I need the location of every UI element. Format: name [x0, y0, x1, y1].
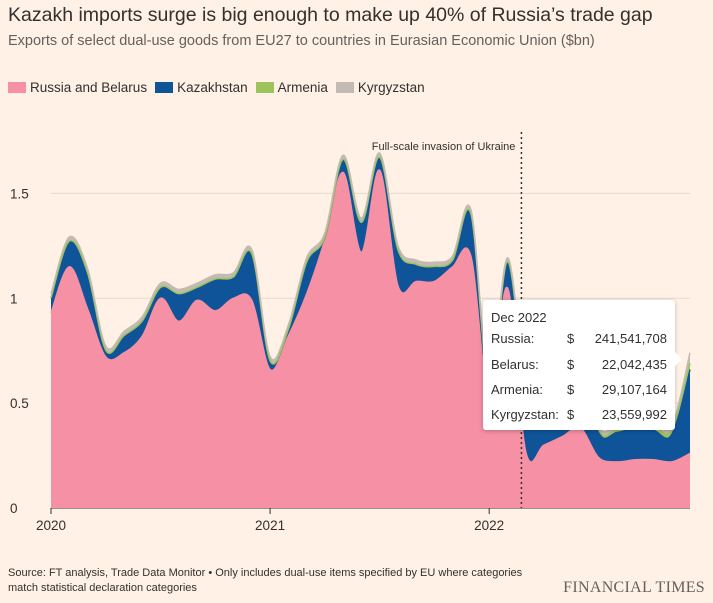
invasion-annotation: Full-scale invasion of Ukraine [372, 141, 516, 153]
tooltip-label: Armenia: [491, 382, 544, 397]
tooltip-value: 241,541,708 [594, 331, 667, 346]
legend-label-russia-belarus: Russia and Belarus [30, 80, 148, 95]
chart-legend: Russia and Belarus Kazakhstan Armenia Ky… [8, 80, 433, 95]
legend-label-armenia: Armenia [277, 80, 328, 95]
legend-item-kyrgyzstan[interactable]: Kyrgyzstan [335, 80, 425, 95]
chart-subtitle: Exports of select dual-use goods from EU… [8, 33, 595, 49]
x-tick-label: 2022 [474, 518, 504, 533]
source-note: Source: FT analysis, Trade Data Monitor … [8, 567, 523, 594]
tooltip-row-kyrgyzstan: Kyrgyzstan: $ 23,559,992 [491, 407, 667, 425]
tooltip-currency: $ [567, 407, 575, 422]
legend-item-kazakhstan[interactable]: Kazakhstan [155, 80, 248, 95]
y-tick-label: 0 [10, 501, 18, 516]
tooltip-label: Kyrgyzstan: [491, 407, 559, 422]
y-tick-label: 1 [10, 291, 18, 306]
x-tick-label: 2020 [36, 518, 66, 533]
tooltip-pointer [675, 352, 682, 366]
x-tick-label: 2021 [255, 518, 285, 533]
tooltip-label: Russia: [491, 331, 535, 346]
tooltip-currency: $ [567, 382, 575, 397]
tooltip-row-armenia: Armenia: $ 29,107,164 [491, 382, 667, 400]
y-tick-label: 1.5 [10, 186, 29, 201]
legend-item-armenia[interactable]: Armenia [255, 80, 328, 95]
ft-wordmark: FINANCIAL TIMES [563, 579, 705, 596]
legend-label-kyrgyzstan: Kyrgyzstan [357, 80, 425, 95]
legend-swatch-kyrgyzstan [335, 82, 354, 93]
data-tooltip: Dec 2022 Russia: $ 241,541,708 Belarus: … [483, 300, 682, 430]
tooltip-value: 23,559,992 [601, 407, 667, 422]
area-russia-and-belarus [51, 170, 690, 508]
tooltip-date: Dec 2022 [491, 310, 547, 325]
legend-swatch-kazakhstan [155, 82, 174, 93]
chart-title: Kazakh imports surge is big enough to ma… [8, 4, 653, 26]
tooltip-row-russia: Russia: $ 241,541,708 [491, 331, 667, 349]
y-tick-label: 0.5 [10, 396, 29, 411]
tooltip-currency: $ [567, 357, 575, 372]
legend-swatch-russia-belarus [8, 82, 26, 93]
area-kazakhstan [51, 157, 690, 463]
tooltip-label: Belarus: [491, 357, 539, 372]
tooltip-currency: $ [567, 331, 575, 346]
legend-swatch-armenia [255, 82, 274, 93]
legend-item-russia-belarus[interactable]: Russia and Belarus [8, 80, 147, 95]
tooltip-row-belarus: Belarus: $ 22,042,435 [491, 357, 667, 375]
legend-label-kazakhstan: Kazakhstan [177, 80, 248, 95]
tooltip-value: 29,107,164 [601, 382, 667, 397]
tooltip-value: 22,042,435 [601, 357, 667, 372]
